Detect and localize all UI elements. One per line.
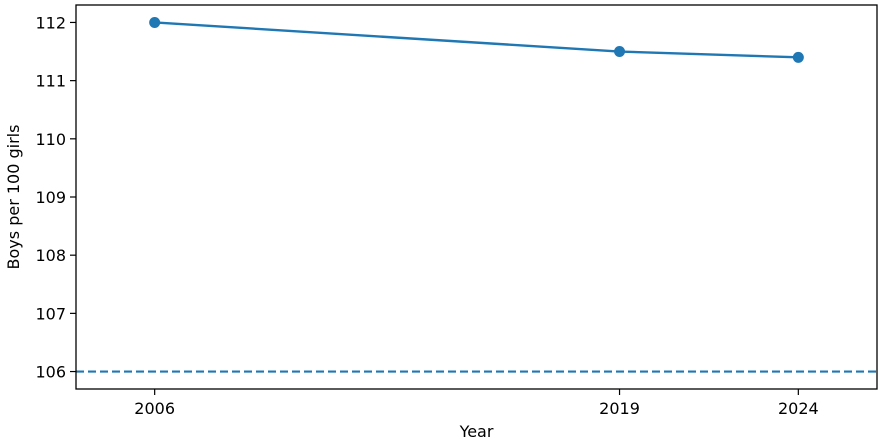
y-axis-label: Boys per 100 girls bbox=[4, 125, 23, 270]
y-tick-label: 112 bbox=[35, 13, 66, 32]
series-line bbox=[154, 21, 799, 59]
x-tick-label: 2006 bbox=[134, 399, 175, 418]
data-point bbox=[792, 51, 804, 63]
y-tick-label: 106 bbox=[35, 363, 66, 382]
x-tick-label: 2019 bbox=[599, 399, 640, 418]
x-tick-label: 2024 bbox=[778, 399, 819, 418]
y-tick-label: 110 bbox=[35, 130, 66, 149]
data-point bbox=[149, 16, 161, 28]
y-tick-label: 109 bbox=[35, 188, 66, 207]
data-point bbox=[614, 46, 626, 58]
plot-frame bbox=[75, 4, 878, 390]
x-axis-label: Year bbox=[459, 422, 494, 441]
y-tick-label: 107 bbox=[35, 304, 66, 323]
y-tick-label: 111 bbox=[35, 72, 66, 91]
y-tick-label: 108 bbox=[35, 246, 66, 265]
